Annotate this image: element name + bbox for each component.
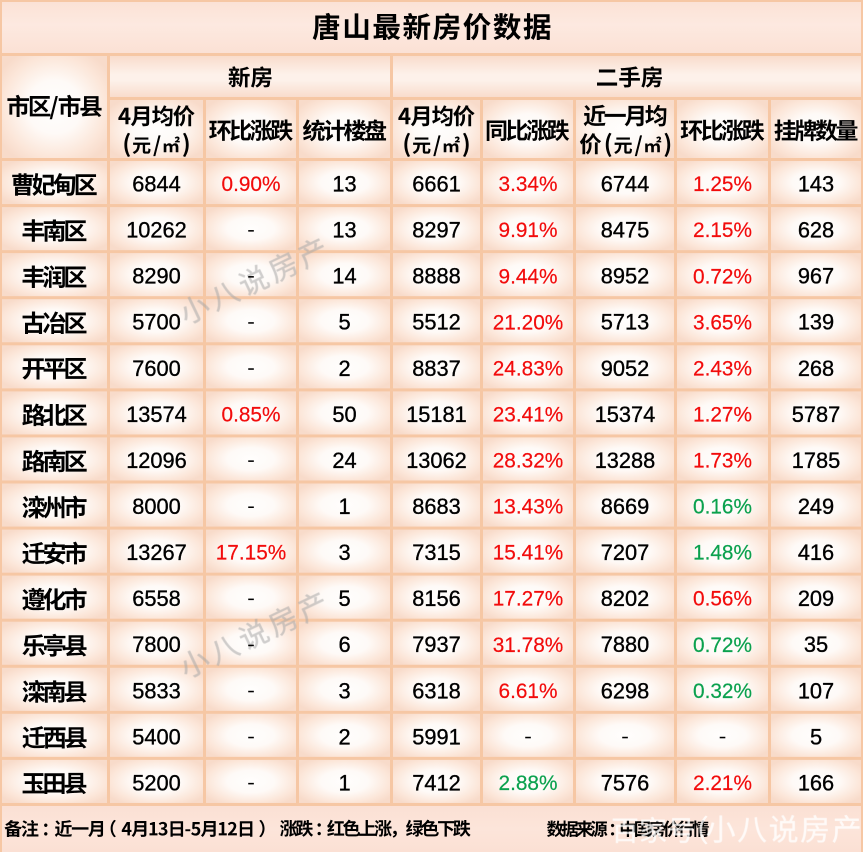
svg-text:1.25%: 1.25% (693, 173, 752, 196)
svg-text:0.56%: 0.56% (693, 588, 752, 611)
svg-text:13574: 13574 (126, 402, 187, 427)
svg-text:6: 6 (338, 632, 350, 657)
svg-text:166: 166 (798, 770, 834, 795)
svg-text:0.32%: 0.32% (693, 680, 752, 703)
svg-text:8837: 8837 (412, 356, 461, 381)
svg-text:9.44%: 9.44% (499, 265, 558, 288)
svg-text:107: 107 (798, 678, 834, 703)
svg-text:8669: 8669 (601, 494, 650, 519)
svg-text:28.32%: 28.32% (493, 450, 564, 473)
svg-text:628: 628 (798, 218, 834, 243)
svg-text:5: 5 (810, 724, 822, 749)
svg-text:6844: 6844 (132, 172, 181, 197)
svg-text:5833: 5833 (132, 678, 181, 703)
svg-text:2.21%: 2.21% (693, 772, 752, 795)
svg-text:10262: 10262 (126, 218, 187, 243)
svg-text:13267: 13267 (126, 540, 187, 565)
svg-text:3: 3 (338, 678, 350, 703)
svg-text:6558: 6558 (132, 586, 181, 611)
svg-text:7937: 7937 (412, 632, 461, 657)
svg-text:967: 967 (798, 264, 834, 289)
svg-text:15181: 15181 (406, 402, 467, 427)
svg-text:8290: 8290 (132, 264, 181, 289)
svg-text:1785: 1785 (792, 448, 841, 473)
svg-text:5400: 5400 (132, 724, 181, 749)
svg-text:7576: 7576 (601, 770, 650, 795)
svg-text:5: 5 (338, 310, 350, 335)
svg-text:6.61%: 6.61% (499, 680, 558, 703)
svg-text:8888: 8888 (412, 264, 461, 289)
svg-text:5991: 5991 (412, 724, 461, 749)
svg-text:7207: 7207 (601, 540, 650, 565)
svg-text:14: 14 (332, 264, 356, 289)
svg-text:6661: 6661 (412, 172, 461, 197)
svg-text:13062: 13062 (406, 448, 467, 473)
svg-text:13: 13 (332, 218, 356, 243)
svg-text:17.27%: 17.27% (493, 588, 564, 611)
svg-text:7600: 7600 (132, 356, 181, 381)
svg-text:143: 143 (798, 172, 834, 197)
svg-text:5512: 5512 (412, 310, 461, 335)
svg-text:1: 1 (338, 770, 350, 795)
svg-text:6318: 6318 (412, 678, 461, 703)
svg-text:15.41%: 15.41% (493, 542, 564, 565)
svg-text:7800: 7800 (132, 632, 181, 657)
svg-text:15374: 15374 (595, 402, 656, 427)
svg-text:8000: 8000 (132, 494, 181, 519)
svg-text:5200: 5200 (132, 770, 181, 795)
svg-text:9052: 9052 (601, 356, 650, 381)
svg-text:268: 268 (798, 356, 834, 381)
svg-text:7412: 7412 (412, 770, 461, 795)
svg-text:13.43%: 13.43% (493, 496, 564, 519)
svg-text:8297: 8297 (412, 218, 461, 243)
svg-text:8156: 8156 (412, 586, 461, 611)
svg-text:1.48%: 1.48% (693, 542, 752, 565)
svg-text:5713: 5713 (601, 310, 650, 335)
svg-text:7880: 7880 (601, 632, 650, 657)
svg-text:5787: 5787 (792, 402, 841, 427)
svg-text:209: 209 (798, 586, 834, 611)
svg-text:3.65%: 3.65% (693, 311, 752, 334)
svg-text:7315: 7315 (412, 540, 461, 565)
svg-text:50: 50 (332, 402, 356, 427)
svg-text:0.16%: 0.16% (693, 496, 752, 519)
svg-text:9.91%: 9.91% (499, 219, 558, 242)
svg-text:139: 139 (798, 310, 834, 335)
svg-text:35: 35 (804, 632, 828, 657)
svg-text:416: 416 (798, 540, 834, 565)
svg-text:3.34%: 3.34% (499, 173, 558, 196)
svg-text:5: 5 (338, 586, 350, 611)
svg-text:2: 2 (338, 724, 350, 749)
svg-text:1.27%: 1.27% (693, 404, 752, 427)
svg-text:5700: 5700 (132, 310, 181, 335)
svg-text:13288: 13288 (595, 448, 656, 473)
svg-text:1: 1 (338, 494, 350, 519)
svg-text:13: 13 (332, 172, 356, 197)
svg-text:12096: 12096 (126, 448, 187, 473)
svg-text:0.72%: 0.72% (693, 265, 752, 288)
svg-text:21.20%: 21.20% (493, 311, 564, 334)
svg-text:31.78%: 31.78% (493, 634, 564, 657)
svg-text:3: 3 (338, 540, 350, 565)
svg-text:24.83%: 24.83% (493, 357, 564, 380)
svg-text:0.90%: 0.90% (222, 173, 281, 196)
svg-text:8683: 8683 (412, 494, 461, 519)
svg-text:6298: 6298 (601, 678, 650, 703)
svg-text:1.73%: 1.73% (693, 450, 752, 473)
svg-text:24: 24 (332, 448, 356, 473)
svg-text:2.15%: 2.15% (693, 219, 752, 242)
svg-text:8952: 8952 (601, 264, 650, 289)
svg-text:0.85%: 0.85% (222, 404, 281, 427)
svg-text:17.15%: 17.15% (216, 542, 287, 565)
svg-text:8202: 8202 (601, 586, 650, 611)
svg-text:2.88%: 2.88% (499, 772, 558, 795)
svg-text:249: 249 (798, 494, 834, 519)
svg-text:2.43%: 2.43% (693, 357, 752, 380)
svg-text:23.41%: 23.41% (493, 404, 564, 427)
svg-text:8475: 8475 (601, 218, 650, 243)
svg-text:6744: 6744 (601, 172, 650, 197)
svg-text:2: 2 (338, 356, 350, 381)
svg-text:0.72%: 0.72% (693, 634, 752, 657)
